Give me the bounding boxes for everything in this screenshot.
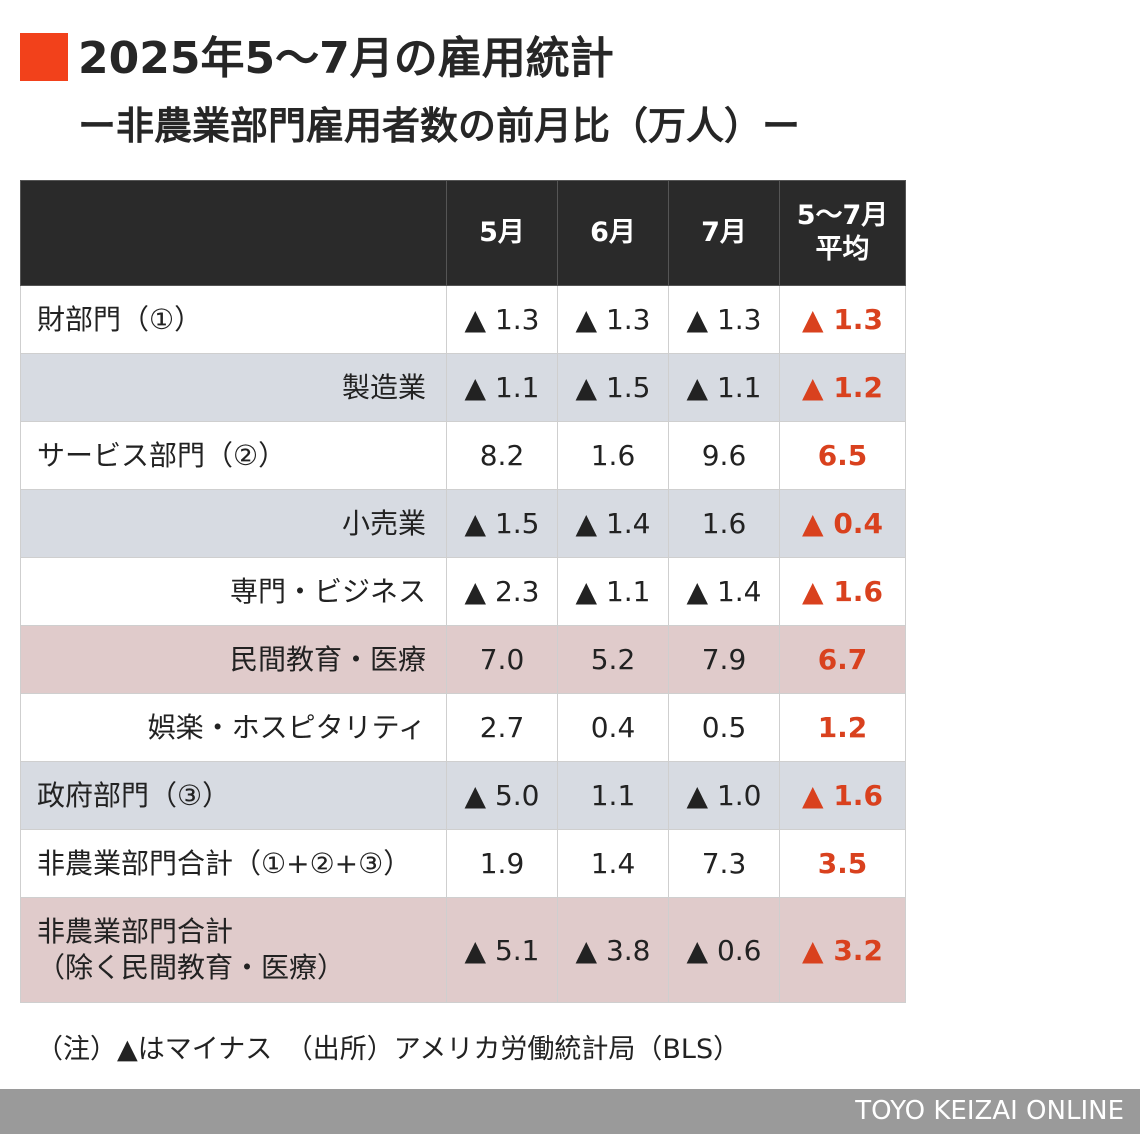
- table-row: サービス部門（②） 8.2 1.6 9.6 6.5: [20, 421, 906, 490]
- title-accent-square: [20, 33, 68, 81]
- header-may: 5月: [446, 180, 558, 286]
- cell-may: ▲ 5.0: [446, 761, 558, 830]
- row-label: サービス部門（②）: [20, 421, 447, 490]
- table-row: 非農業部門合計 （除く民間教育・医療） ▲ 5.1 ▲ 3.8 ▲ 0.6 ▲ 3.2: [20, 897, 906, 1003]
- cell-may: 1.9: [446, 829, 558, 898]
- cell-june: 1.4: [557, 829, 669, 898]
- table-row: 小売業 ▲ 1.5 ▲ 1.4 1.6 ▲ 0.4: [20, 489, 906, 558]
- footer-bar: TOYO KEIZAI ONLINE: [0, 1089, 1140, 1134]
- table-row: 非農業部門合計（①+②+③） 1.9 1.4 7.3 3.5: [20, 829, 906, 898]
- row-label: 製造業: [20, 353, 447, 422]
- cell-average: 1.2: [779, 693, 906, 762]
- cell-june: ▲ 1.5: [557, 353, 669, 422]
- cell-june: ▲ 1.1: [557, 557, 669, 626]
- cell-june: 1.1: [557, 761, 669, 830]
- cell-may: 7.0: [446, 625, 558, 694]
- row-label: 専門・ビジネス: [20, 557, 447, 626]
- table-body: 財部門（①） ▲ 1.3 ▲ 1.3 ▲ 1.3 ▲ 1.3 製造業 ▲ 1.1 ▲ 1.5 ▲…: [20, 285, 906, 1003]
- cell-june: 0.4: [557, 693, 669, 762]
- cell-june: ▲ 1.3: [557, 285, 669, 354]
- table-row: 政府部門（③） ▲ 5.0 1.1 ▲ 1.0 ▲ 1.6: [20, 761, 906, 830]
- cell-average: 3.5: [779, 829, 906, 898]
- footer-credit: TOYO KEIZAI ONLINE: [855, 1096, 1124, 1126]
- cell-july: 9.6: [668, 421, 780, 490]
- cell-june: ▲ 3.8: [557, 897, 669, 1003]
- table-header-row: 5月 6月 7月 5～7月 平均: [20, 180, 906, 286]
- cell-average: ▲ 1.6: [779, 761, 906, 830]
- cell-june: ▲ 1.4: [557, 489, 669, 558]
- row-label: 政府部門（③）: [20, 761, 447, 830]
- cell-july: 1.6: [668, 489, 780, 558]
- cell-average: 6.5: [779, 421, 906, 490]
- row-label: 非農業部門合計（①+②+③）: [20, 829, 447, 898]
- row-label: 民間教育・医療: [20, 625, 447, 694]
- row-label: 財部門（①）: [20, 285, 447, 354]
- cell-june: 1.6: [557, 421, 669, 490]
- cell-june: 5.2: [557, 625, 669, 694]
- cell-july: 7.9: [668, 625, 780, 694]
- row-label: 娯楽・ホスピタリティ: [20, 693, 447, 762]
- cell-may: ▲ 1.1: [446, 353, 558, 422]
- cell-july: ▲ 1.1: [668, 353, 780, 422]
- header-july: 7月: [668, 180, 780, 286]
- cell-average: ▲ 3.2: [779, 897, 906, 1003]
- cell-may: ▲ 1.5: [446, 489, 558, 558]
- cell-average: ▲ 1.3: [779, 285, 906, 354]
- chart-title: 2025年5～7月の雇用統計: [78, 33, 614, 84]
- cell-july: ▲ 1.4: [668, 557, 780, 626]
- table-row: 娯楽・ホスピタリティ 2.7 0.4 0.5 1.2: [20, 693, 906, 762]
- employment-table: 5月 6月 7月 5～7月 平均 財部門（①） ▲ 1.3 ▲ 1.3 ▲ 1.3 ▲ …: [20, 180, 906, 1003]
- row-label: 小売業: [20, 489, 447, 558]
- cell-average: ▲ 1.2: [779, 353, 906, 422]
- header-june: 6月: [557, 180, 669, 286]
- cell-average: ▲ 0.4: [779, 489, 906, 558]
- cell-july: ▲ 0.6: [668, 897, 780, 1003]
- table-row: 財部門（①） ▲ 1.3 ▲ 1.3 ▲ 1.3 ▲ 1.3: [20, 285, 906, 354]
- cell-average: ▲ 1.6: [779, 557, 906, 626]
- cell-may: ▲ 5.1: [446, 897, 558, 1003]
- table-row: 専門・ビジネス ▲ 2.3 ▲ 1.1 ▲ 1.4 ▲ 1.6: [20, 557, 906, 626]
- cell-may: 8.2: [446, 421, 558, 490]
- cell-average: 6.7: [779, 625, 906, 694]
- cell-july: 0.5: [668, 693, 780, 762]
- chart-subtitle: ー非農業部門雇用者数の前月比（万人）ー: [78, 104, 801, 148]
- header-label-cell: [20, 180, 447, 286]
- row-label: 非農業部門合計 （除く民間教育・医療）: [20, 897, 447, 1003]
- header-average: 5～7月 平均: [779, 180, 906, 286]
- cell-may: ▲ 2.3: [446, 557, 558, 626]
- footnote: （注）▲はマイナス （出所）アメリカ労働統計局（BLS）: [36, 1034, 741, 1065]
- cell-july: ▲ 1.0: [668, 761, 780, 830]
- table-row: 民間教育・医療 7.0 5.2 7.9 6.7: [20, 625, 906, 694]
- cell-may: 2.7: [446, 693, 558, 762]
- cell-may: ▲ 1.3: [446, 285, 558, 354]
- cell-july: ▲ 1.3: [668, 285, 780, 354]
- table-row: 製造業 ▲ 1.1 ▲ 1.5 ▲ 1.1 ▲ 1.2: [20, 353, 906, 422]
- cell-july: 7.3: [668, 829, 780, 898]
